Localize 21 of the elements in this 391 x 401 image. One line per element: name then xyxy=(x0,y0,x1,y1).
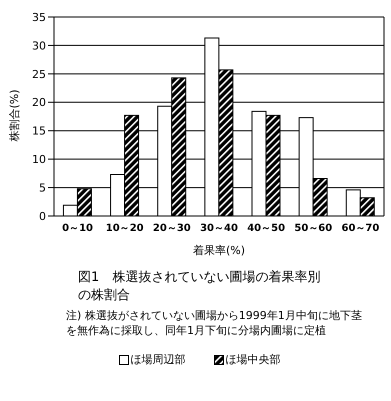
y-tick-label: 25 xyxy=(32,68,46,81)
x-tick-label: 40～50 xyxy=(247,223,286,234)
y-tick-label: 30 xyxy=(32,39,46,52)
x-tick-label: 10～20 xyxy=(106,223,144,234)
y-tick-label: 20 xyxy=(32,96,46,110)
y-tick-label: 10 xyxy=(32,153,46,166)
y-tick-label: 15 xyxy=(32,124,46,138)
x-tick-label: 50～60 xyxy=(294,223,332,234)
legend-label: ほ場中央部 xyxy=(226,352,280,367)
y-tick-label: 5 xyxy=(39,181,46,194)
x-tick-label: 30～40 xyxy=(200,223,238,234)
x-tick-label: 60～70 xyxy=(342,223,380,234)
y-axis-title: 株割合(%) xyxy=(8,89,21,142)
x-axis-title: 着果率(%) xyxy=(192,244,246,257)
legend-label: ほ場周辺部 xyxy=(130,352,186,367)
text: 注) 株選抜がされていない圃場から1999年1月中旬に地下茎を無作為に採取し、同年1月下旬に分場内圃場に定植 xyxy=(66,308,363,338)
text: 図1 株選抜されていない圃場の着果率別の株割合 xyxy=(78,269,322,304)
y-tick-label: 0 xyxy=(39,210,46,223)
x-tick-label: 20～30 xyxy=(152,223,191,234)
x-tick-label: 0～10 xyxy=(62,223,94,234)
y-tick-label: 35 xyxy=(32,10,46,24)
